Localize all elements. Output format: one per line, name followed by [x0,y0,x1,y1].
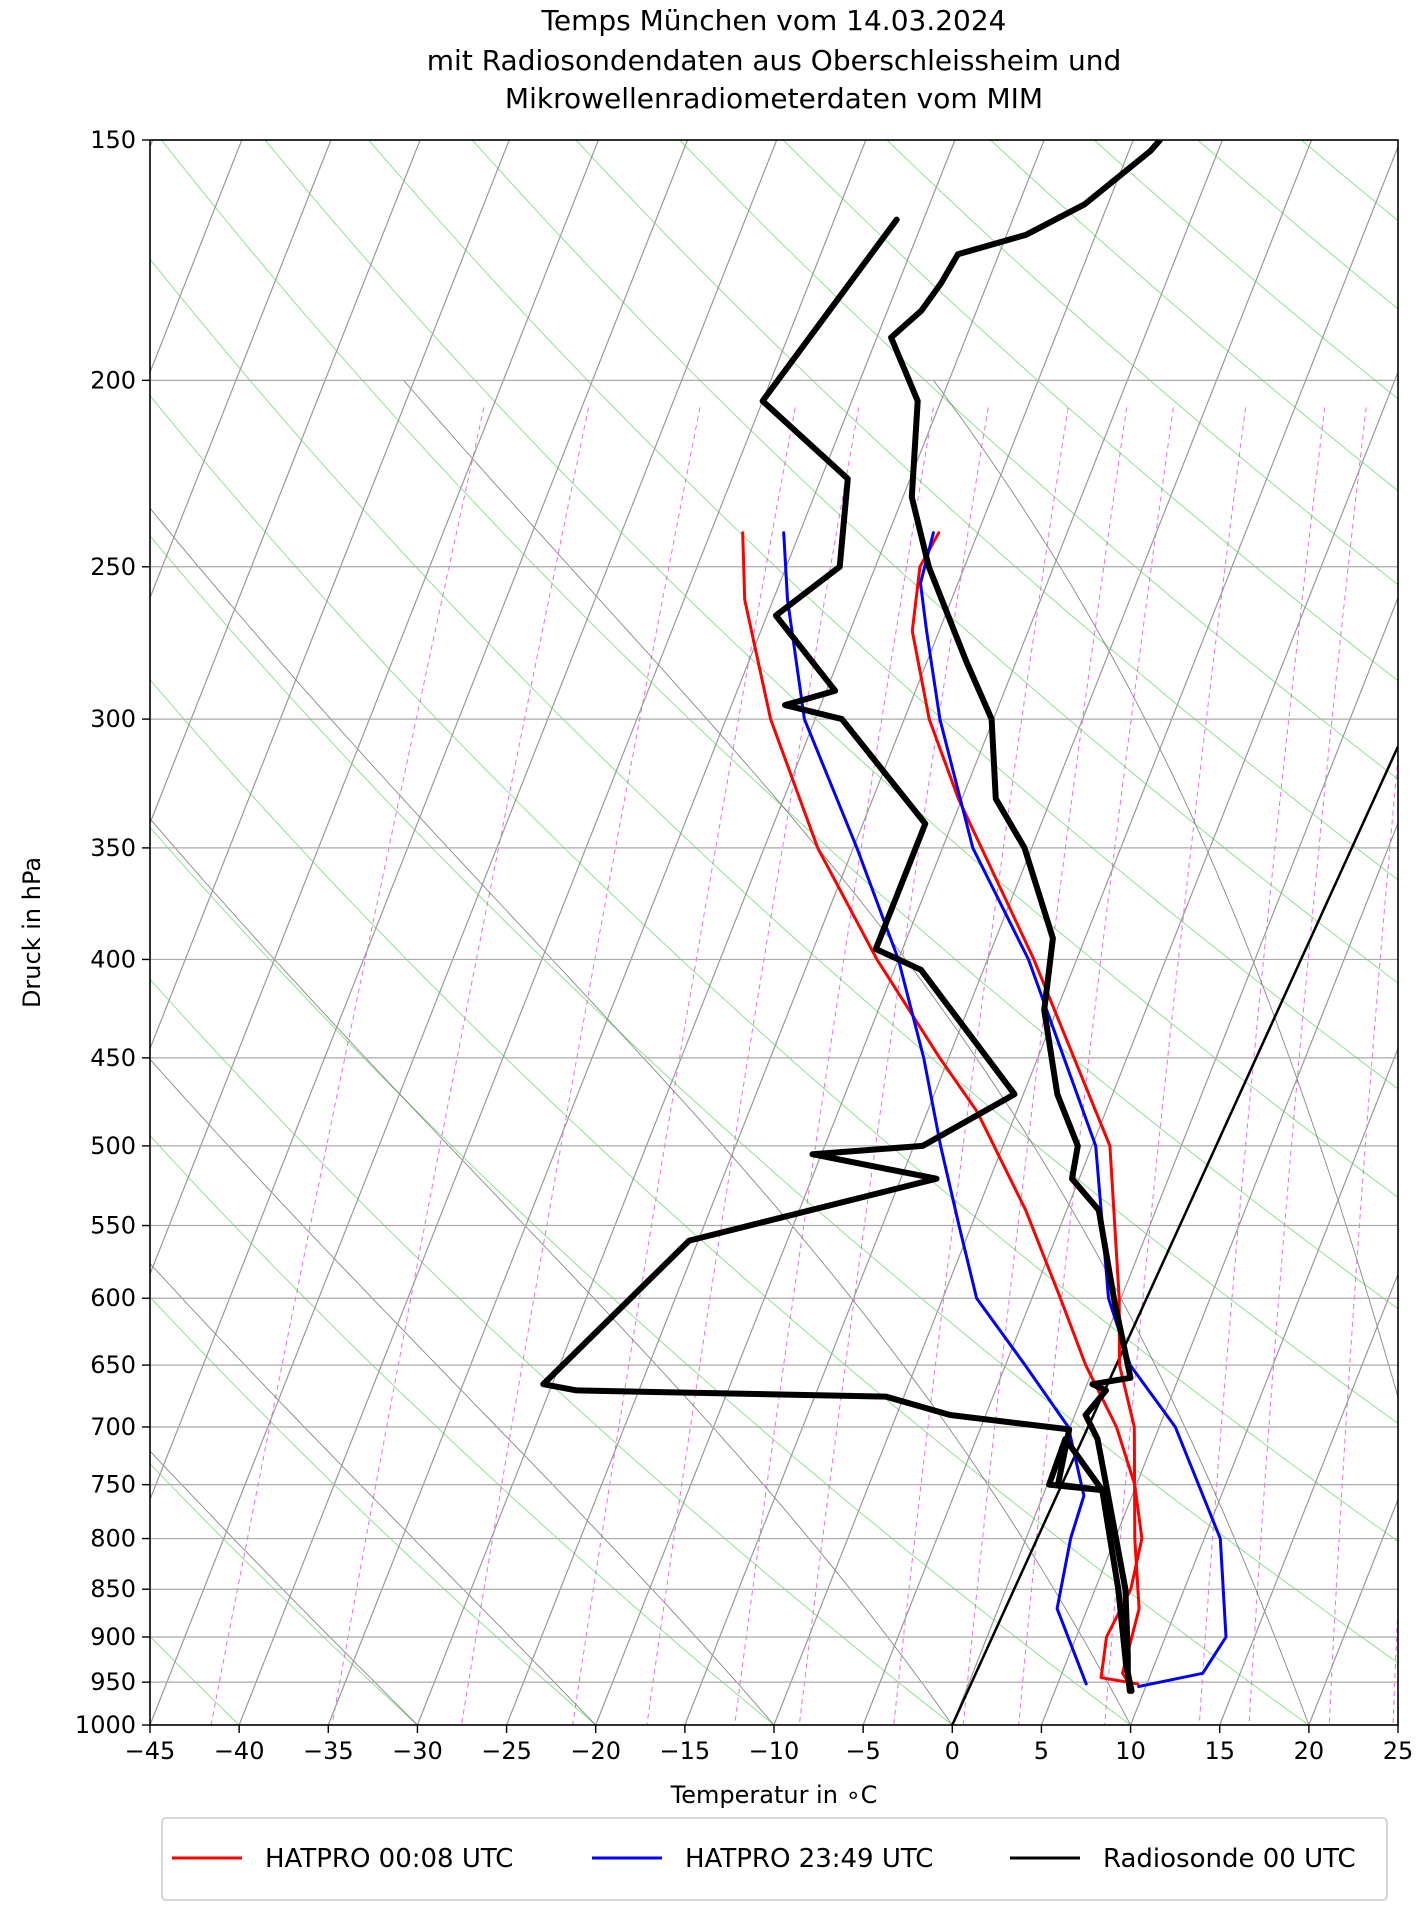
y-tick-label: 850 [90,1575,136,1603]
dry-adiabat [1301,140,1427,1725]
series-line-1-0 [784,533,1086,1684]
dry-adiabat [0,140,1427,1725]
dry-adiabat [162,140,1427,1725]
dry-adiabat [0,140,417,1725]
y-tick-label: 300 [90,705,136,733]
y-tick-label: 250 [90,553,136,581]
y-tick-label: 950 [90,1668,136,1696]
isotherm-line [1398,140,1427,1725]
x-tick-label: −35 [303,1737,354,1765]
dry-adiabat [1094,140,1427,1725]
x-tick-label: −25 [481,1737,532,1765]
y-tick-label: 900 [90,1623,136,1651]
x-tick-label: 25 [1383,1737,1414,1765]
moist-adiabat [0,380,952,1725]
background-isolines [0,140,1427,1725]
y-tick-label: 600 [90,1284,136,1312]
dry-adiabat [1405,140,1427,1725]
dry-adiabat [0,140,1427,1725]
x-tick-label: 0 [945,1737,960,1765]
y-tick-label: 200 [90,366,136,394]
chart-title-line-3: Mikrowellenradiometerdaten vom MIM [505,82,1043,115]
mixing-ratio-line [1249,408,1366,1726]
reference-line [952,747,1398,1725]
dry-adiabat [58,140,1427,1725]
isotherm-line [61,140,688,1725]
y-tick-label: 150 [90,126,136,154]
legend-label-1: HATPRO 23:49 UTC [685,1844,933,1874]
mixing-ratio-line [332,408,588,1726]
mixing-ratio-line [573,408,796,1726]
x-tick-label: 5 [1034,1737,1049,1765]
y-tick-label: 400 [90,945,136,973]
y-axis-ticks: 150 200 250 300 350 400 450 500 550 600 650 700 750 8… [75,126,150,1739]
mixing-ratio-line [735,408,934,1726]
legend-label-0: HATPRO 00:08 UTC [265,1844,513,1874]
y-tick-label: 500 [90,1132,136,1160]
isotherm-line [239,140,866,1725]
x-tick-label: −20 [570,1737,621,1765]
y-axis-label: Druck in hPa [18,857,46,1008]
chart-title: Temps München vom 14.03.2024 mit Radioso… [427,4,1121,115]
x-tick-label: −10 [749,1737,800,1765]
y-tick-label: 700 [90,1413,136,1441]
y-tick-label: 450 [90,1044,136,1072]
grid [0,140,1427,1725]
isotherm-line [0,140,331,1725]
y-tick-label: 800 [90,1525,136,1553]
isotherm-line [952,140,1427,1725]
series-line-2-1 [891,140,1160,1691]
x-tick-label: 20 [1294,1737,1325,1765]
x-tick-label: −15 [660,1737,711,1765]
x-tick-label: −5 [845,1737,880,1765]
dry-adiabat [887,140,1427,1725]
dry-adiabat [576,140,1427,1725]
dry-adiabat [0,140,1131,1725]
isotherm-line [507,140,1134,1725]
x-axis-ticks: −45 −40 −35 −30 −25 −20 −15 −10 −5 0 5 10 15 20 25 [125,1725,1414,1765]
isotherm-line [0,140,509,1725]
mixing-ratio-line [462,408,701,1726]
moist-adiabat [404,380,1309,1725]
data-series [543,140,1226,1691]
legend: HATPRO 00:08 UTC HATPRO 23:49 UTC Radioson… [162,1818,1387,1900]
isotherm-line [0,140,420,1725]
y-tick-label: 550 [90,1212,136,1240]
moist-adiabat [934,380,1427,1725]
isotherm-line [1131,140,1427,1725]
y-tick-label: 650 [90,1351,136,1379]
isotherm-line [417,140,1044,1725]
chart-title-line-2: mit Radiosondendaten aus Oberschleisshei… [427,44,1121,77]
series-line-2-0 [543,220,1131,1691]
x-axis-label: Temperatur in ∘C [670,1781,878,1809]
isotherm-line [1309,140,1427,1725]
x-tick-label: −45 [125,1737,176,1765]
mixing-ratio-line [211,408,484,1726]
x-tick-label: 15 [1204,1737,1235,1765]
moist-adiabat [0,380,417,1725]
y-tick-label: 350 [90,834,136,862]
series-line-1-1 [921,533,1227,1687]
legend-label-2: Radiosonde 00 UTC [1103,1844,1356,1874]
y-tick-label: 750 [90,1471,136,1499]
chart-title-line-1: Temps München vom 14.03.2024 [541,4,1007,37]
x-tick-label: −30 [392,1737,443,1765]
dry-adiabat [265,140,1427,1725]
y-tick-label: 1000 [75,1711,136,1739]
x-tick-label: 10 [1115,1737,1146,1765]
x-tick-label: −40 [214,1737,265,1765]
mixing-ratio-line [1105,408,1246,1726]
